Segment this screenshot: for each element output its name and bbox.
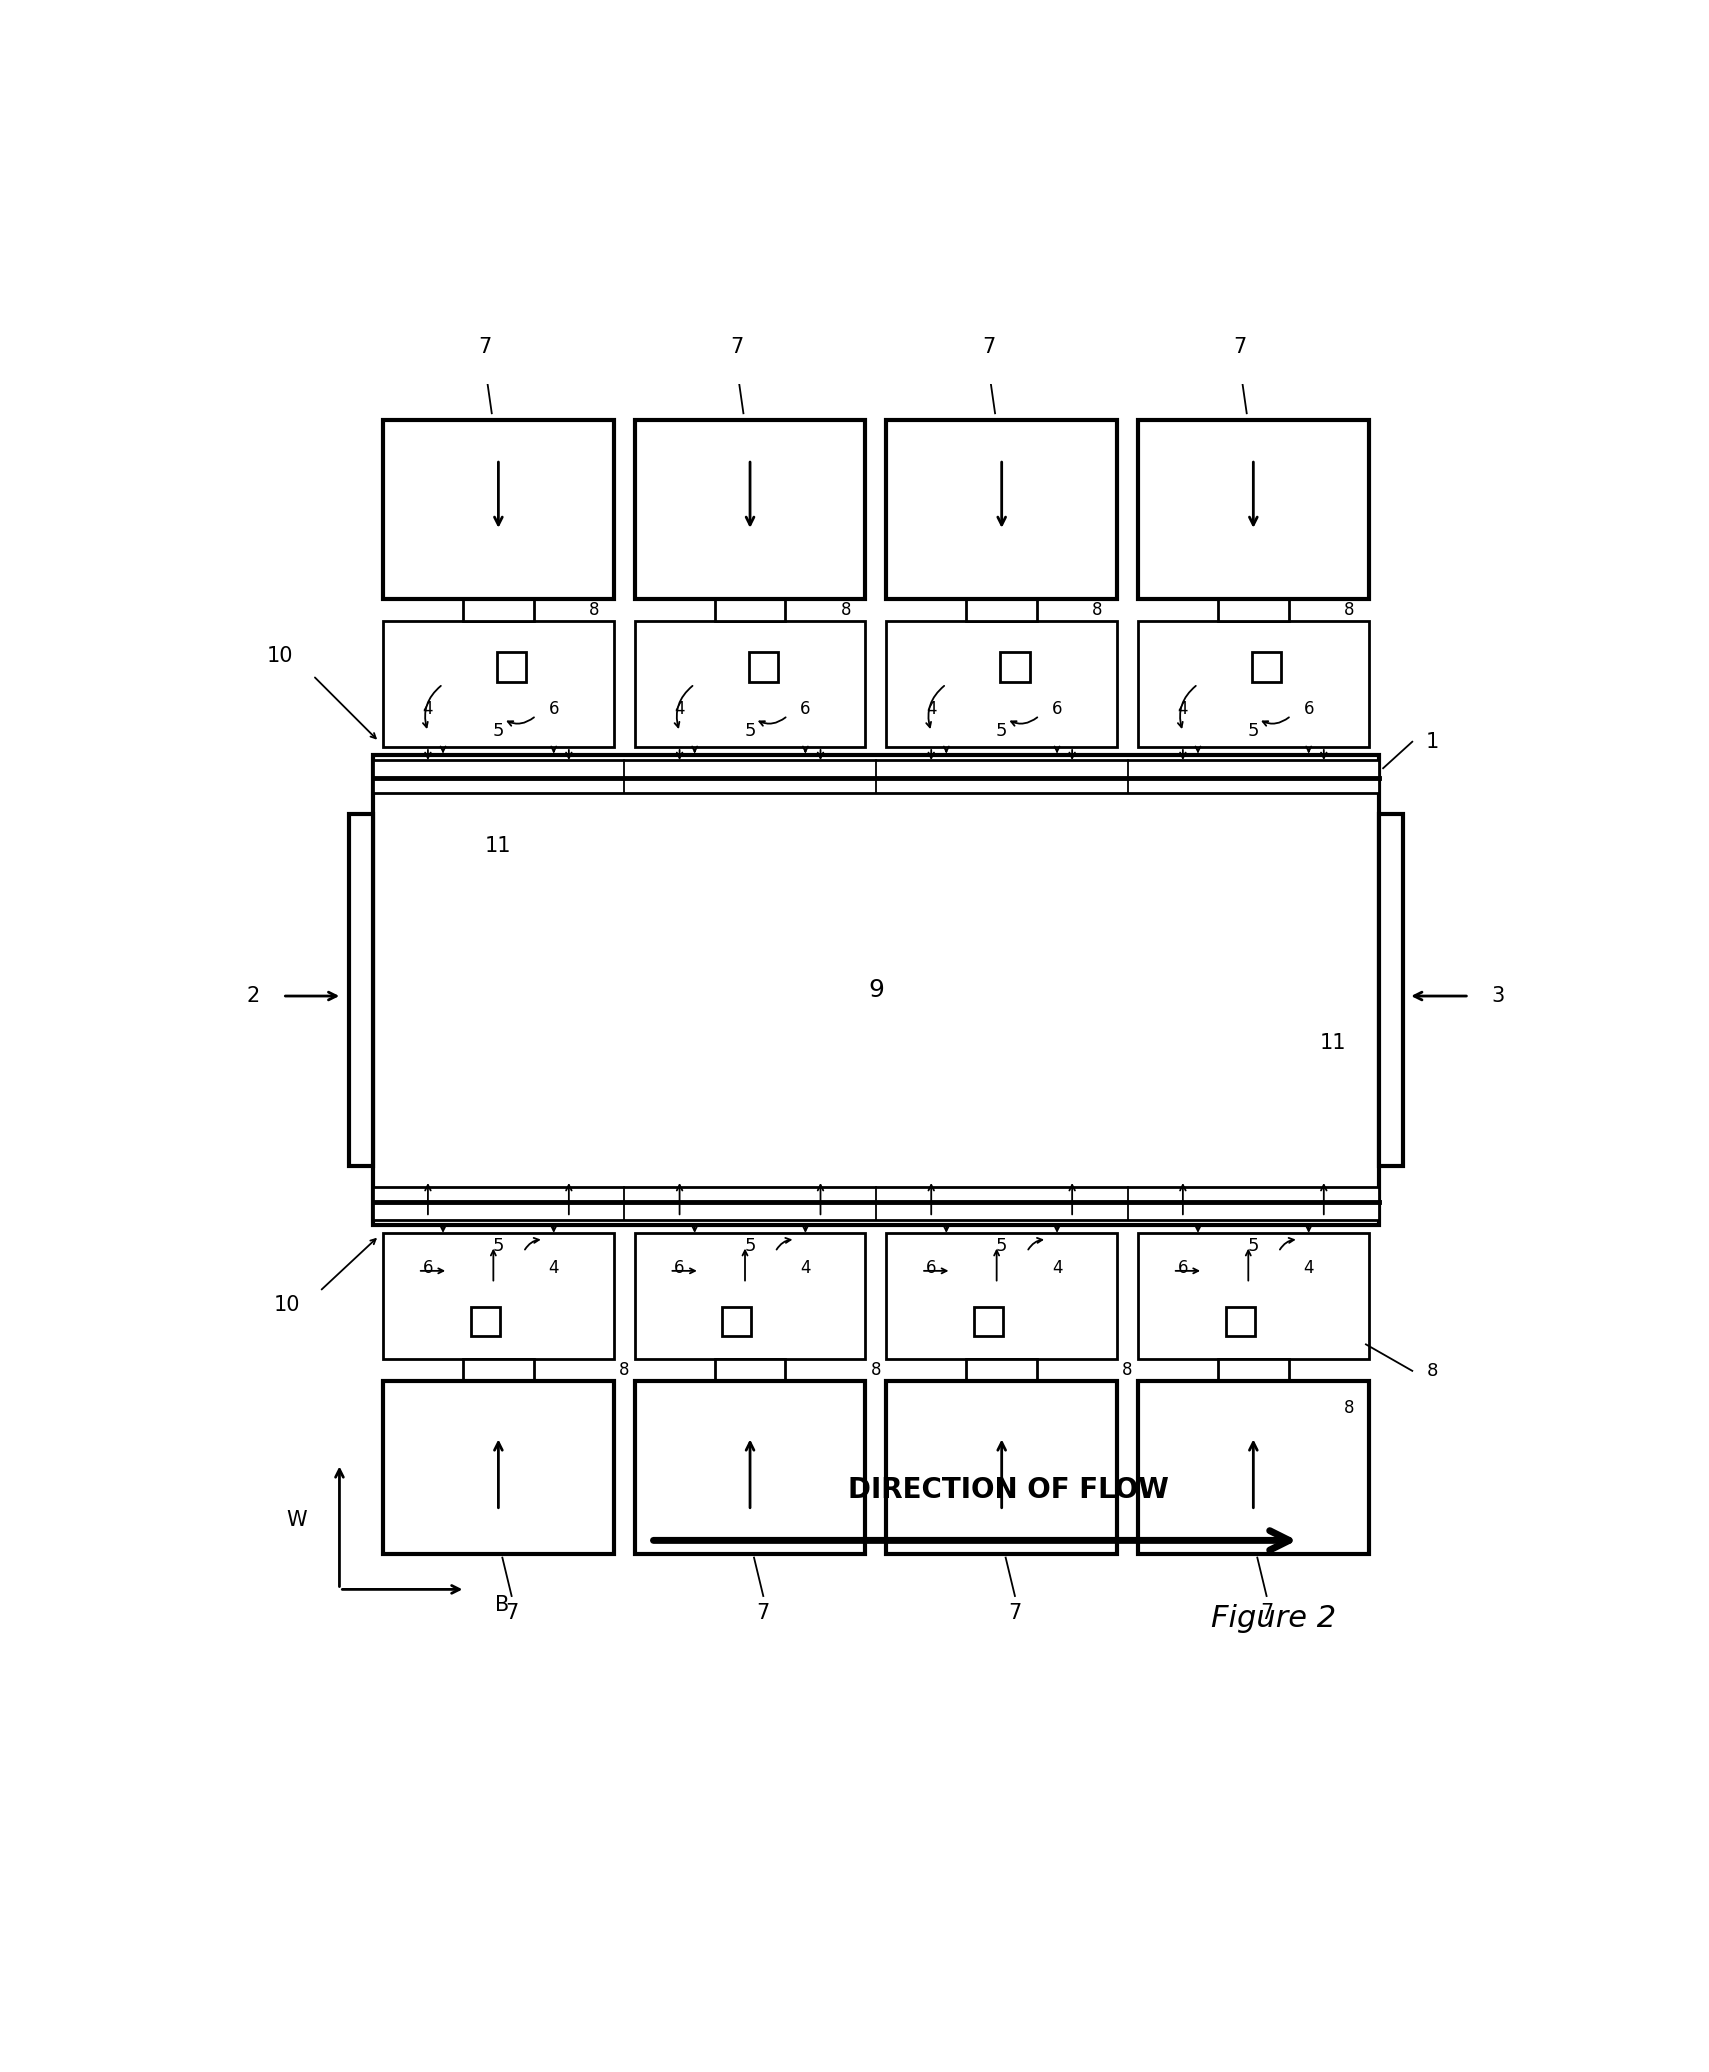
Text: 6: 6 (549, 700, 559, 719)
Bar (497, 653, 526, 682)
Bar (383, 622, 614, 748)
Bar (1138, 622, 1369, 748)
Text: 7: 7 (504, 1604, 518, 1622)
Text: 8: 8 (590, 601, 600, 620)
Bar (1138, 1382, 1369, 1554)
Text: 5: 5 (745, 723, 755, 740)
Text: 4: 4 (926, 700, 937, 719)
Text: 8: 8 (1427, 1361, 1437, 1380)
Text: 8: 8 (1123, 1361, 1133, 1380)
Bar (1253, 653, 1282, 682)
Text: 4: 4 (675, 700, 685, 719)
Bar (634, 1233, 865, 1359)
Text: 8: 8 (870, 1361, 882, 1380)
Bar (967, 599, 1037, 622)
Bar (887, 421, 1118, 599)
Text: 6: 6 (422, 1260, 432, 1276)
Bar (463, 599, 533, 622)
Bar (974, 1307, 1003, 1336)
Text: 5: 5 (996, 1237, 1007, 1256)
Text: 10: 10 (273, 1295, 299, 1314)
Bar (1219, 599, 1289, 622)
Bar (634, 622, 865, 748)
Text: 7: 7 (479, 338, 492, 356)
Bar (887, 1382, 1118, 1554)
Text: 11: 11 (485, 837, 511, 856)
Text: 4: 4 (549, 1260, 559, 1276)
Bar (373, 760, 1379, 794)
Bar (383, 1382, 614, 1554)
Text: 9: 9 (868, 978, 884, 1003)
Text: 6: 6 (926, 1260, 937, 1276)
Bar (383, 1233, 614, 1359)
Bar (1138, 421, 1369, 599)
Text: 7: 7 (730, 338, 743, 356)
Text: 4: 4 (1304, 1260, 1314, 1276)
Text: 7: 7 (981, 338, 995, 356)
Text: Figure 2: Figure 2 (1210, 1604, 1336, 1633)
Text: 5: 5 (1248, 1237, 1260, 1256)
Text: 5: 5 (1248, 723, 1260, 740)
Text: 7: 7 (1234, 338, 1248, 356)
Text: 4: 4 (422, 700, 432, 719)
Bar (470, 1307, 499, 1336)
Text: 6: 6 (1178, 1260, 1188, 1276)
Text: 5: 5 (492, 723, 504, 740)
Text: 8: 8 (1343, 601, 1354, 620)
Text: 6: 6 (675, 1260, 685, 1276)
Text: 5: 5 (492, 1237, 504, 1256)
Bar (1219, 1359, 1289, 1382)
Text: 7: 7 (1260, 1604, 1273, 1622)
Text: 8: 8 (1092, 601, 1102, 620)
Bar (373, 754, 1379, 1225)
Text: 4: 4 (1178, 700, 1188, 719)
Text: 7: 7 (757, 1604, 771, 1622)
Bar (887, 622, 1118, 748)
Bar (714, 599, 784, 622)
Text: 5: 5 (996, 723, 1007, 740)
Bar (1138, 1233, 1369, 1359)
Text: W: W (287, 1510, 308, 1531)
Bar (349, 814, 373, 1167)
Text: 1: 1 (1425, 731, 1439, 752)
Bar (634, 421, 865, 599)
Text: 8: 8 (619, 1361, 629, 1380)
Text: 6: 6 (800, 700, 810, 719)
Text: 4: 4 (1051, 1260, 1063, 1276)
Text: 10: 10 (267, 646, 294, 665)
Text: 8: 8 (841, 601, 851, 620)
Text: B: B (496, 1595, 509, 1616)
Text: 8: 8 (1343, 1399, 1354, 1417)
Bar (749, 653, 778, 682)
Bar (383, 421, 614, 599)
Bar (634, 1382, 865, 1554)
Bar (887, 1233, 1118, 1359)
Text: 3: 3 (1492, 986, 1506, 1007)
Bar (967, 1359, 1037, 1382)
Bar (1379, 814, 1403, 1167)
Text: 4: 4 (800, 1260, 810, 1276)
Bar (373, 1187, 1379, 1220)
Text: 6: 6 (1304, 700, 1314, 719)
Bar (463, 1359, 533, 1382)
Text: 5: 5 (745, 1237, 755, 1256)
Bar (723, 1307, 752, 1336)
Text: 11: 11 (1319, 1034, 1347, 1053)
Bar (1000, 653, 1029, 682)
Text: 2: 2 (246, 986, 260, 1007)
Bar (714, 1359, 784, 1382)
Text: DIRECTION OF FLOW: DIRECTION OF FLOW (848, 1475, 1169, 1504)
Text: 7: 7 (1008, 1604, 1022, 1622)
Text: 6: 6 (1051, 700, 1063, 719)
Bar (1225, 1307, 1254, 1336)
